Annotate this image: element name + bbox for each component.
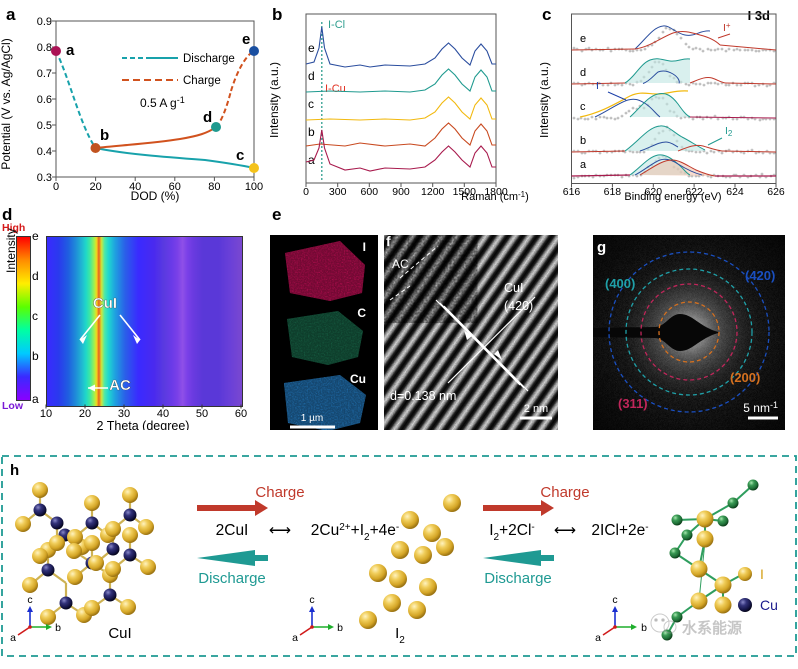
svg-text:b: b — [308, 125, 315, 139]
svg-text:I-Cu: I-Cu — [325, 83, 346, 95]
svg-text:g: g — [597, 239, 606, 256]
svg-text:c: c — [32, 309, 38, 323]
svg-text:c: c — [612, 594, 617, 606]
svg-text:Cu: Cu — [760, 597, 778, 613]
svg-text:2ICl+2e-: 2ICl+2e- — [591, 522, 648, 539]
svg-text:Charge: Charge — [255, 484, 304, 501]
svg-text:Intensity (a.u.): Intensity (a.u.) — [270, 62, 281, 138]
svg-text:0.8: 0.8 — [37, 42, 52, 54]
svg-text:624: 624 — [726, 186, 744, 198]
svg-text:b: b — [580, 135, 586, 147]
svg-text:d=0.138 nm: d=0.138 nm — [390, 389, 456, 403]
svg-text:c: c — [236, 147, 244, 164]
svg-text:(311): (311) — [618, 396, 648, 411]
svg-text:(200): (200) — [730, 370, 760, 385]
svg-text:b: b — [641, 622, 647, 634]
svg-text:b: b — [32, 349, 39, 363]
svg-text:(420): (420) — [745, 268, 775, 283]
svg-text:b: b — [55, 622, 61, 634]
svg-text:e: e — [308, 41, 315, 55]
svg-text:a: a — [6, 5, 16, 24]
svg-text:Potential (V vs. Ag/AgCl): Potential (V vs. Ag/AgCl) — [0, 38, 13, 169]
svg-text:⟷: ⟷ — [269, 522, 292, 539]
svg-text:0.9: 0.9 — [37, 16, 52, 28]
svg-text:d: d — [203, 109, 212, 126]
svg-text:0: 0 — [303, 186, 309, 198]
svg-text:(420): (420) — [504, 299, 533, 313]
svg-text:I-: I- — [596, 79, 602, 92]
svg-text:c: c — [580, 101, 586, 113]
svg-text:300: 300 — [329, 186, 347, 198]
svg-text:I: I — [760, 566, 764, 582]
svg-text:626: 626 — [767, 186, 785, 198]
svg-text:e: e — [580, 33, 586, 45]
svg-text:水系能源: 水系能源 — [682, 619, 742, 637]
svg-text:Discharge: Discharge — [484, 570, 552, 587]
svg-text:a: a — [66, 42, 75, 59]
svg-text:⟷: ⟷ — [554, 522, 577, 539]
svg-text:2CuI: 2CuI — [216, 522, 249, 539]
svg-text:0.4: 0.4 — [37, 146, 52, 158]
svg-text:CuI: CuI — [108, 625, 131, 642]
svg-text:I2: I2 — [725, 125, 733, 138]
svg-text:0: 0 — [53, 181, 59, 193]
svg-text:d: d — [32, 269, 39, 283]
svg-text:Discharge: Discharge — [198, 570, 266, 587]
svg-text:c: c — [308, 97, 314, 111]
svg-text:900: 900 — [392, 186, 410, 198]
svg-text:a: a — [580, 159, 587, 171]
svg-text:d: d — [308, 69, 315, 83]
svg-text:0.5 A g-1: 0.5 A g-1 — [140, 95, 185, 110]
svg-text:100: 100 — [245, 181, 263, 193]
svg-text:5 nm-1: 5 nm-1 — [743, 400, 778, 415]
svg-text:a: a — [32, 392, 39, 406]
svg-text:20: 20 — [89, 181, 101, 193]
svg-text:d: d — [580, 67, 586, 79]
svg-text:AC: AC — [392, 257, 409, 271]
svg-text:Charge: Charge — [540, 484, 589, 501]
svg-text:e: e — [272, 205, 281, 224]
svg-text:b: b — [272, 5, 282, 24]
svg-text:c: c — [309, 594, 314, 606]
svg-text:I 3d: I 3d — [748, 8, 770, 23]
svg-text:b: b — [100, 127, 109, 144]
svg-text:f: f — [386, 233, 391, 249]
svg-text:0.7: 0.7 — [37, 68, 52, 80]
svg-text:a: a — [292, 632, 298, 644]
svg-text:e: e — [242, 31, 250, 48]
svg-text:600: 600 — [361, 186, 379, 198]
svg-text:a: a — [595, 632, 601, 644]
svg-text:2 nm: 2 nm — [524, 403, 548, 415]
svg-text:80: 80 — [208, 181, 220, 193]
svg-text:I-Cl: I-Cl — [328, 19, 345, 31]
svg-text:c: c — [27, 594, 32, 606]
svg-text:616: 616 — [563, 186, 581, 198]
svg-text:e: e — [32, 229, 39, 243]
svg-text:0.5: 0.5 — [37, 120, 52, 132]
svg-text:0.3: 0.3 — [37, 172, 52, 184]
svg-text:(400): (400) — [605, 276, 635, 291]
svg-text:b: b — [337, 622, 343, 634]
svg-text:CuI: CuI — [504, 281, 523, 295]
svg-text:c: c — [542, 5, 551, 24]
svg-text:Intensity (a.u.): Intensity (a.u.) — [540, 62, 551, 138]
svg-text:h: h — [10, 462, 19, 479]
svg-text:Discharge: Discharge — [183, 53, 235, 65]
svg-text:0.6: 0.6 — [37, 94, 52, 106]
svg-text:618: 618 — [604, 186, 622, 198]
svg-text:Charge: Charge — [183, 75, 221, 87]
svg-text:I+: I+ — [723, 21, 731, 34]
svg-text:a: a — [10, 632, 16, 644]
svg-text:1200: 1200 — [421, 186, 445, 198]
